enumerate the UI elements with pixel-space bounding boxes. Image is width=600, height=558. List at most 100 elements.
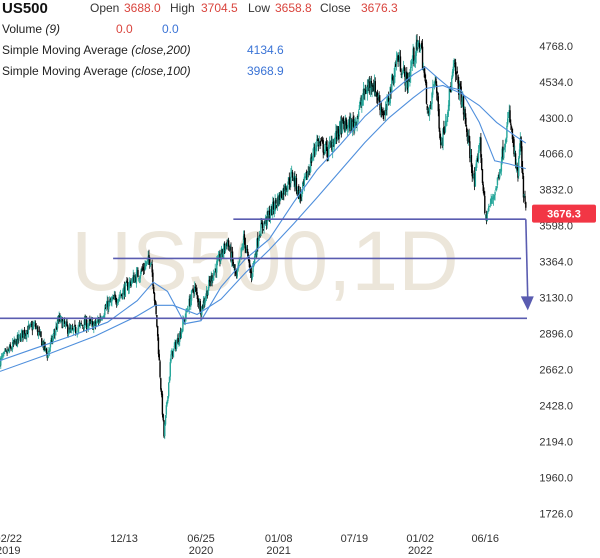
candle-body bbox=[17, 334, 19, 340]
candle-body bbox=[82, 325, 84, 327]
candle-body bbox=[89, 321, 92, 323]
candle-body bbox=[62, 321, 64, 327]
candle-body bbox=[46, 353, 48, 358]
candle-body bbox=[241, 246, 243, 251]
candle-body bbox=[313, 146, 315, 156]
candle-body bbox=[72, 329, 75, 331]
candle-body bbox=[372, 85, 374, 87]
candle-body bbox=[67, 332, 70, 335]
candle-body bbox=[510, 126, 513, 129]
candle-body bbox=[395, 58, 398, 65]
candle-body bbox=[388, 101, 391, 104]
candle-body bbox=[162, 414, 164, 420]
y-tick-label: 2428.0 bbox=[539, 400, 573, 412]
candle-body bbox=[220, 257, 222, 262]
candle-body bbox=[164, 424, 166, 437]
candle-body bbox=[182, 319, 184, 331]
candle-body bbox=[480, 137, 482, 158]
candle-body bbox=[30, 323, 32, 325]
candle-body bbox=[283, 184, 286, 194]
y-tick-label: 4534.0 bbox=[539, 77, 573, 89]
candle-body bbox=[294, 176, 297, 187]
candle-body bbox=[500, 161, 503, 172]
candle-body bbox=[499, 169, 501, 178]
candle-body bbox=[7, 349, 10, 351]
candle-body bbox=[449, 88, 451, 91]
candle-body bbox=[34, 323, 37, 327]
candle-body bbox=[236, 271, 238, 277]
candle-body bbox=[483, 190, 485, 195]
candle-body bbox=[408, 78, 410, 82]
sma-layer bbox=[0, 66, 527, 372]
candle-body bbox=[134, 277, 136, 282]
candle-body bbox=[150, 263, 153, 265]
candle-body bbox=[114, 294, 116, 297]
candle-body bbox=[71, 329, 73, 330]
candle-body bbox=[7, 349, 9, 353]
candle-body bbox=[405, 71, 407, 88]
candle-body bbox=[360, 102, 362, 105]
candle-body bbox=[365, 89, 367, 94]
candle-body bbox=[442, 128, 444, 146]
candle-body bbox=[195, 288, 197, 291]
candle-body bbox=[92, 322, 94, 330]
candle-body bbox=[45, 348, 48, 353]
candle-body bbox=[190, 290, 193, 301]
candle-body bbox=[518, 149, 521, 158]
candle-body bbox=[129, 281, 131, 283]
candle-body bbox=[178, 342, 180, 345]
candle-body bbox=[4, 349, 7, 351]
candle-body bbox=[121, 293, 123, 299]
candle-body bbox=[395, 63, 397, 67]
candle-body bbox=[188, 298, 190, 310]
candle-body bbox=[172, 348, 175, 358]
candle-body bbox=[94, 321, 97, 326]
candle-body bbox=[383, 114, 385, 115]
candle-body bbox=[78, 325, 80, 329]
candle-body bbox=[521, 167, 524, 175]
candle-body bbox=[351, 119, 354, 132]
candle-body bbox=[41, 338, 43, 346]
candle-body bbox=[282, 189, 284, 200]
candle-body bbox=[409, 73, 411, 80]
candle-body bbox=[168, 376, 171, 383]
candle-body bbox=[521, 146, 523, 170]
candle-body bbox=[27, 325, 30, 333]
x-tick-label: 01/08 bbox=[265, 533, 293, 545]
candle-body bbox=[294, 177, 296, 186]
candle-body bbox=[1, 354, 4, 358]
candle-body bbox=[394, 65, 396, 78]
candle-body bbox=[154, 300, 157, 303]
candle-body bbox=[91, 320, 93, 322]
candle-body bbox=[244, 238, 246, 249]
candle-body bbox=[391, 77, 394, 80]
candle-body bbox=[246, 249, 248, 252]
candle-body bbox=[216, 261, 218, 273]
candle-body bbox=[67, 325, 69, 334]
candle-body bbox=[239, 256, 242, 258]
candle-body bbox=[482, 184, 484, 191]
candle-body bbox=[254, 255, 257, 257]
candle-body bbox=[402, 67, 405, 72]
candle-body bbox=[85, 318, 87, 326]
candle-body bbox=[247, 254, 250, 257]
candle-body bbox=[423, 67, 425, 73]
candle-body bbox=[24, 334, 26, 337]
candle-body bbox=[477, 150, 480, 160]
candle-body bbox=[5, 350, 8, 351]
candle-body bbox=[130, 281, 132, 286]
candle-body bbox=[171, 351, 174, 357]
candle-body bbox=[185, 309, 187, 320]
candle-body bbox=[362, 89, 365, 100]
candle-body bbox=[506, 118, 509, 125]
candle-body bbox=[231, 253, 233, 262]
candle-body bbox=[122, 289, 124, 300]
candle-body bbox=[459, 83, 462, 87]
candle-body bbox=[168, 382, 170, 397]
candle-body bbox=[63, 321, 66, 324]
candle-body bbox=[174, 341, 176, 346]
candle-body bbox=[164, 415, 167, 425]
candle-body bbox=[264, 222, 266, 224]
candle-body bbox=[71, 327, 74, 330]
